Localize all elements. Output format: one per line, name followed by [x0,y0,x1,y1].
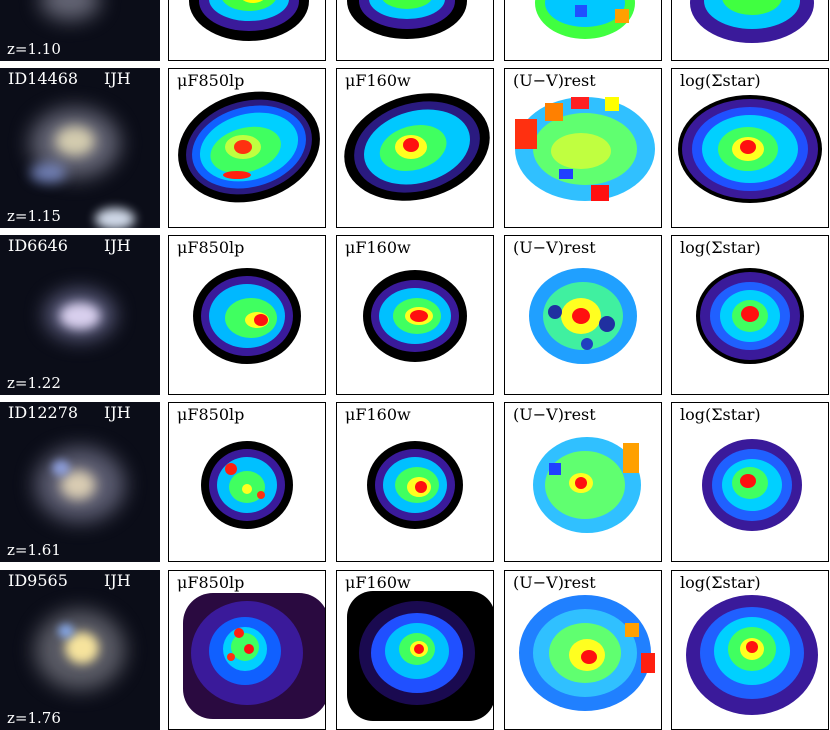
map-panel-uv-color: (U−V)rest [504,570,662,730]
map-panel-stellar-mass: log(Σstar) [671,402,829,562]
mass-map [702,439,802,531]
map-panel-stellar-mass: log(Σstar) [671,570,829,730]
panel-label: (U−V)rest [513,405,596,424]
panel-label: log(Σstar) [680,238,761,257]
color-map [529,268,637,364]
panel-label: μF160w [345,238,411,257]
galaxy-id-label: ID9565 [8,571,68,590]
surface-brightness-map [344,93,490,201]
surface-brightness-map [347,591,493,721]
panel-label: (U−V)rest [513,238,596,257]
map-panel-uv-color [504,0,662,61]
galaxy-color-thumbnail: ID14468 IJH z=1.15 [0,68,160,228]
map-panel-f850lp [168,0,326,61]
mass-map [696,268,804,364]
panel-label: μF160w [345,71,411,90]
color-map [519,595,655,711]
redshift-label: z=1.15 [7,207,61,225]
map-panel-f850lp: μF850lp [168,68,326,228]
galaxy-color-thumbnail: z=1.10 [0,0,160,61]
color-map [535,0,635,39]
surface-brightness-map [189,0,309,41]
surface-brightness-map [347,0,467,39]
panel-label: log(Σstar) [680,71,761,90]
redshift-label: z=1.22 [7,374,61,392]
galaxy-id-label: ID12278 [8,403,79,422]
panel-label: (U−V)rest [513,71,596,90]
galaxy-row-2: ID6646 IJH z=1.22 μF850lp μF160w (U−V)re… [0,235,830,395]
map-panel-stellar-mass [671,0,829,61]
galaxy-id-label: ID6646 [8,236,68,255]
redshift-label: z=1.76 [7,709,61,727]
mass-map [678,95,822,203]
surface-brightness-map [193,268,301,364]
galaxy-row-3: ID12278 IJH z=1.61 μF850lp μF160w (U−V)r… [0,402,830,562]
panel-label: μF850lp [177,405,245,424]
galaxy-id-label: ID14468 [8,69,79,88]
galaxy-row-0: z=1.10 [0,0,830,61]
map-panel-stellar-mass: log(Σstar) [671,68,829,228]
map-panel-uv-color: (U−V)rest [504,235,662,395]
panel-label: μF160w [345,573,411,592]
bands-label: IJH [104,403,131,422]
mass-map [690,0,814,43]
map-panel-f850lp: μF850lp [168,235,326,395]
bands-label: IJH [104,236,131,255]
map-panel-f160w: μF160w [336,68,494,228]
galaxy-color-thumbnail: ID12278 IJH z=1.61 [0,402,160,562]
galaxy-row-4: ID9565 IJH z=1.76 μF850lp μF160w (U−V [0,570,830,730]
surface-brightness-map [183,593,325,719]
bands-label: IJH [104,69,131,88]
galaxy-color-thumbnail: ID6646 IJH z=1.22 [0,235,160,395]
surface-brightness-map [363,270,467,362]
map-panel-uv-color: (U−V)rest [504,68,662,228]
galaxy-row-1: ID14468 IJH z=1.15 μF850lp μF160w (U−V)r… [0,68,830,228]
galaxy-color-thumbnail: ID9565 IJH z=1.76 [0,570,160,730]
bands-label: IJH [104,571,131,590]
panel-label: μF850lp [177,238,245,257]
redshift-label: z=1.61 [7,541,61,559]
surface-brightness-map [178,91,320,203]
panel-label: μF850lp [177,573,245,592]
color-map [515,97,655,201]
mass-map [686,595,818,715]
panel-label: log(Σstar) [680,573,761,592]
surface-brightness-map [201,441,293,529]
map-panel-f160w [336,0,494,61]
map-panel-uv-color: (U−V)rest [504,402,662,562]
map-panel-f160w: μF160w [336,402,494,562]
map-panel-f850lp: μF850lp [168,570,326,730]
map-panel-f850lp: μF850lp [168,402,326,562]
panel-label: μF850lp [177,71,245,90]
panel-label: μF160w [345,405,411,424]
panel-label: log(Σstar) [680,405,761,424]
redshift-label: z=1.10 [7,40,61,58]
panel-label: (U−V)rest [513,573,596,592]
color-map [533,437,641,533]
map-panel-stellar-mass: log(Σstar) [671,235,829,395]
surface-brightness-map [367,441,463,529]
map-panel-f160w: μF160w [336,235,494,395]
map-panel-f160w: μF160w [336,570,494,730]
